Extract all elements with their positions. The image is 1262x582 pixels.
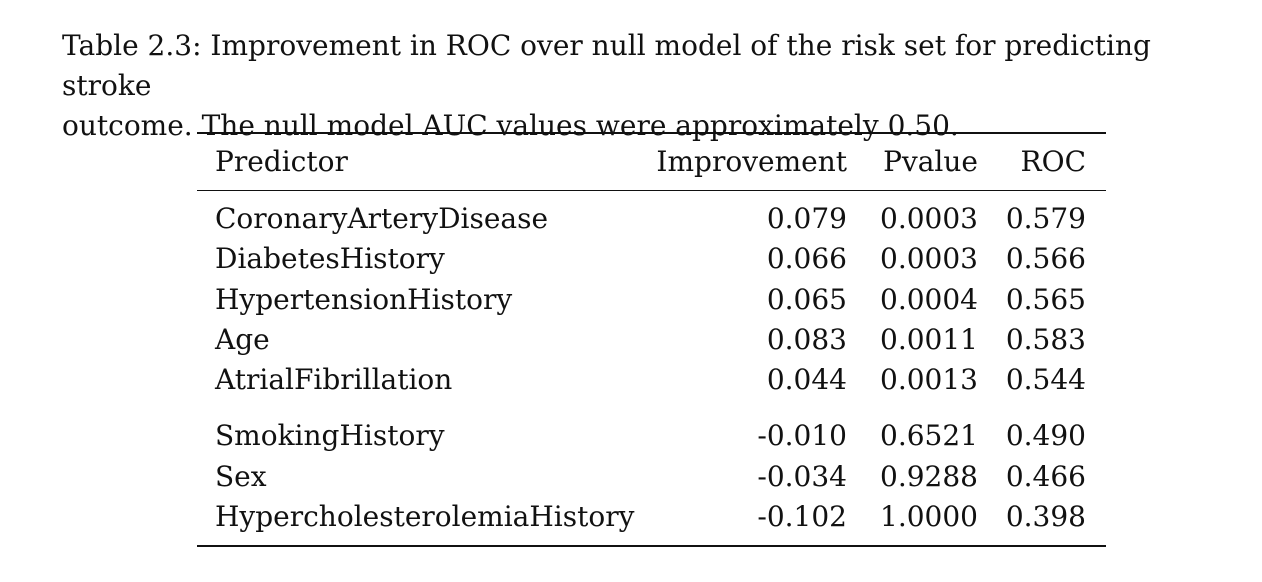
pvalue-cell: 0.0011: [880, 323, 978, 356]
predictor-cell: HypertensionHistory: [215, 283, 513, 316]
caption-label: Table 2.3:: [62, 29, 202, 62]
table-row: HypertensionHistory 0.065 0.0004 0.565: [197, 280, 1106, 320]
predictor-cell: HypercholesterolemiaHistory: [215, 500, 635, 533]
pvalue-cell: 1.0000: [880, 500, 978, 533]
roc-cell: 0.398: [1005, 500, 1086, 533]
table-caption: Table 2.3: Improvement in ROC over null …: [62, 26, 1247, 146]
improvement-cell: -0.102: [757, 500, 847, 533]
roc-cell: 0.565: [1005, 283, 1086, 316]
pvalue-cell: 0.6521: [880, 419, 978, 452]
table-row: SmokingHistory -0.010 0.6521 0.490: [197, 416, 1106, 456]
pvalue-cell: 0.0003: [880, 242, 978, 275]
roc-cell: 0.544: [1005, 363, 1086, 396]
pvalue-cell: 0.0004: [880, 283, 978, 316]
roc-cell: 0.579: [1005, 202, 1086, 235]
table-row: HypercholesterolemiaHistory -0.102 1.000…: [197, 497, 1106, 537]
roc-cell: 0.490: [1005, 419, 1086, 452]
roc-cell: 0.583: [1005, 323, 1086, 356]
improvement-cell: 0.066: [766, 242, 847, 275]
pvalue-cell: 0.0013: [880, 363, 978, 396]
table-row: Sex -0.034 0.9288 0.466: [197, 457, 1106, 497]
improvement-cell: 0.083: [766, 323, 847, 356]
table-top-rule: [197, 132, 1106, 134]
improvement-cell: -0.034: [757, 460, 847, 493]
caption-text-line1: Improvement in ROC over null model of th…: [62, 29, 1151, 102]
table-header-rule: [197, 190, 1106, 191]
table-bottom-rule: [197, 545, 1106, 547]
improvement-cell: 0.044: [766, 363, 847, 396]
table-header-row: Predictor Improvement Pvalue ROC: [197, 142, 1106, 182]
header-roc: ROC: [1020, 145, 1086, 178]
table-row: AtrialFibrillation 0.044 0.0013 0.544: [197, 360, 1106, 400]
predictor-cell: DiabetesHistory: [215, 242, 445, 275]
header-improvement: Improvement: [656, 145, 847, 178]
roc-cell: 0.466: [1005, 460, 1086, 493]
header-pvalue: Pvalue: [883, 145, 978, 178]
predictor-cell: AtrialFibrillation: [215, 363, 453, 396]
header-predictor: Predictor: [215, 145, 348, 178]
roc-cell: 0.566: [1005, 242, 1086, 275]
table-row: DiabetesHistory 0.066 0.0003 0.566: [197, 239, 1106, 279]
improvement-cell: -0.010: [757, 419, 847, 452]
caption-text-line2: outcome. The null model AUC values were …: [62, 109, 959, 142]
table-row: Age 0.083 0.0011 0.583: [197, 320, 1106, 360]
predictor-cell: CoronaryArteryDisease: [215, 202, 549, 235]
table-row: CoronaryArteryDisease 0.079 0.0003 0.579: [197, 199, 1106, 239]
predictor-cell: Sex: [215, 460, 267, 493]
pvalue-cell: 0.0003: [880, 202, 978, 235]
pvalue-cell: 0.9288: [880, 460, 978, 493]
predictor-cell: Age: [215, 323, 270, 356]
improvement-cell: 0.079: [766, 202, 847, 235]
improvement-cell: 0.065: [766, 283, 847, 316]
predictor-cell: SmokingHistory: [215, 419, 445, 452]
